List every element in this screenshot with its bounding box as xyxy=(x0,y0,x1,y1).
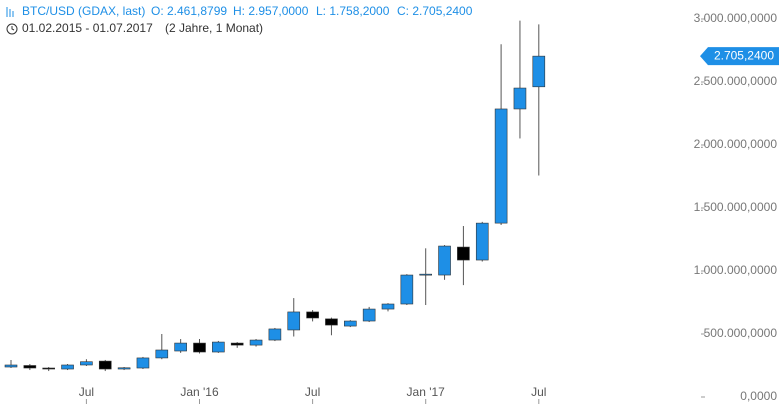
open-value: O: 2.461,8799 xyxy=(151,4,227,18)
candle-body xyxy=(457,246,470,261)
high-value: H: 2.957,0000 xyxy=(233,4,309,18)
candle-body xyxy=(343,320,357,327)
symbol: BTC/USD (GDAX, last) xyxy=(22,4,145,18)
candle-body xyxy=(249,339,263,346)
candle-body xyxy=(419,273,433,276)
candle-body xyxy=(475,222,489,261)
x-tick-label: Jan '16 xyxy=(180,385,219,399)
y-tick-label: 1.000.000,0000 xyxy=(694,263,778,277)
close-value: C: 2.705,2400 xyxy=(397,4,473,18)
y-tick-label: 500.000,0000 xyxy=(704,326,778,340)
candle-body xyxy=(438,245,451,276)
candle-body xyxy=(532,55,546,88)
candle-body xyxy=(4,364,18,368)
y-tick-label: 1.500.000,0000 xyxy=(694,200,778,214)
last-price-label: 2.705,2400 xyxy=(714,48,774,62)
x-tick-label: Jul xyxy=(531,385,546,399)
candle-body xyxy=(400,274,414,305)
candle-body xyxy=(155,349,169,359)
candle-body xyxy=(494,108,508,224)
candle-body xyxy=(136,357,150,369)
x-tick-label: Jan '17 xyxy=(407,385,446,399)
x-tick-label: Jul xyxy=(305,385,320,399)
candle-body xyxy=(23,365,37,369)
candle-body xyxy=(42,367,56,370)
low-value: L: 1.758,2000 xyxy=(316,4,390,18)
last-price-tag xyxy=(700,47,779,66)
candle-body xyxy=(513,87,527,110)
candle-body xyxy=(80,361,93,366)
candle-body xyxy=(381,303,395,310)
candle-body xyxy=(193,342,206,353)
candle-body xyxy=(306,311,319,319)
y-tick-label: 3.000.000,0000 xyxy=(694,11,778,25)
date-range: 01.02.2015 - 01.07.2017 xyxy=(22,21,153,35)
candle-body xyxy=(174,342,187,352)
candle-body xyxy=(362,308,376,322)
y-tick-label: 2.000.000,0000 xyxy=(694,137,778,151)
candle-body xyxy=(230,342,244,346)
candle-body xyxy=(98,360,112,370)
candle-body xyxy=(212,341,225,353)
duration: (2 Jahre, 1 Monat) xyxy=(165,21,263,35)
clock-icon xyxy=(6,23,18,35)
candle-body xyxy=(61,364,74,370)
y-tick-label: 2.500.000,0000 xyxy=(694,74,778,88)
candle-body xyxy=(268,328,282,341)
candle-body xyxy=(287,311,301,331)
candle-body xyxy=(325,318,338,326)
y-tick-label: 0,0000 xyxy=(740,389,777,403)
x-tick-label: Jul xyxy=(79,385,94,399)
symbol-icon xyxy=(6,7,14,17)
candle-body xyxy=(117,367,131,370)
